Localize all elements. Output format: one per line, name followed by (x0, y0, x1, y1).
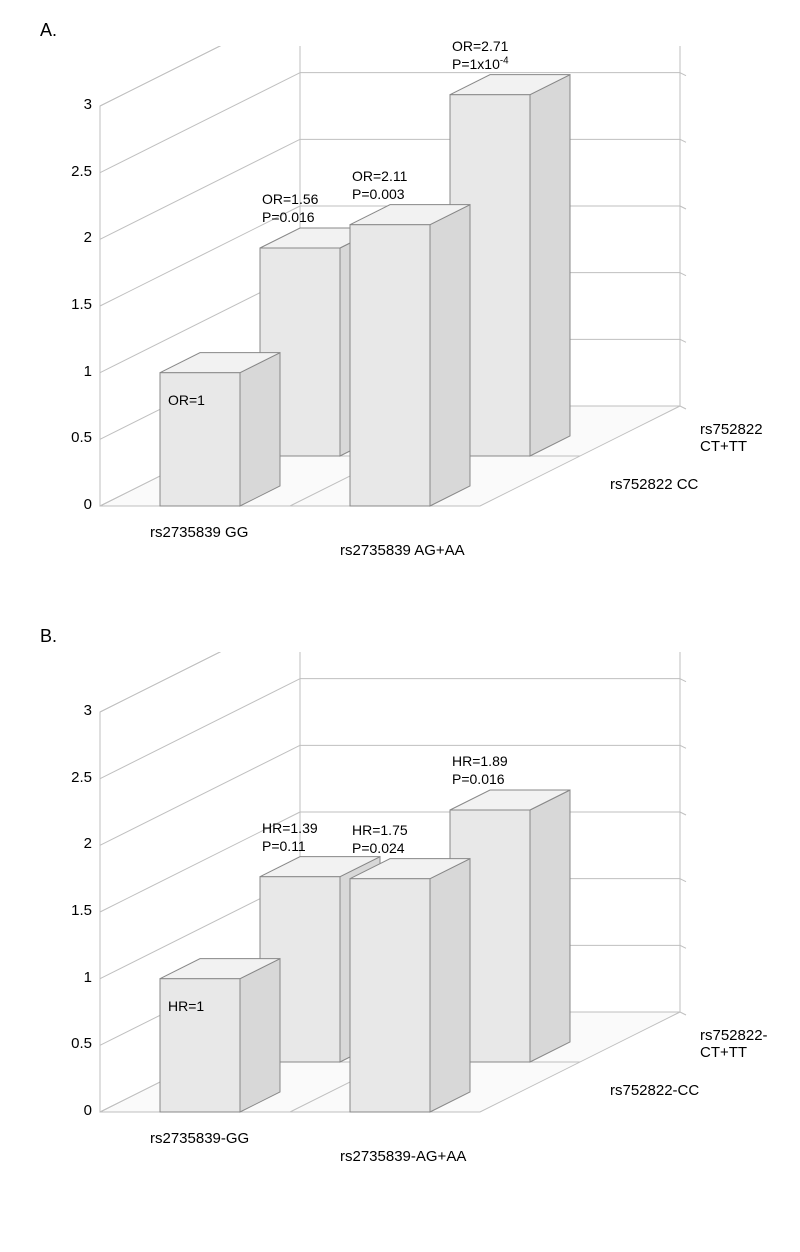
z-category-label: rs752822 CC (610, 476, 698, 493)
x-category-label: rs2735839 AG+AA (340, 542, 465, 559)
bar-3d (40, 652, 760, 1182)
panel-label: A. (40, 20, 780, 41)
x-category-label: rs2735839-AG+AA (340, 1148, 466, 1165)
bar-annotation: OR=2.11P=0.003 (352, 167, 407, 203)
bar-annotation: HR=1 (168, 997, 204, 1015)
z-category-label: rs752822 CT+TT (700, 421, 763, 455)
bar-annotation: HR=1.75P=0.024 (352, 821, 408, 857)
chart-3d: 00.511.522.53OR=1OR=1.56P=0.016OR=2.11P=… (40, 46, 760, 576)
bar-annotation: HR=1.89P=0.016 (452, 752, 508, 788)
bar-annotation: OR=2.71P=1x10-4 (452, 37, 509, 73)
z-category-label: rs752822-CC (610, 1082, 699, 1099)
bar-annotation: HR=1.39P=0.11 (262, 819, 318, 855)
chart-panel: B.00.511.522.53HR=1HR=1.39P=0.11HR=1.75P… (20, 626, 780, 1182)
panel-label: B. (40, 626, 780, 647)
x-category-label: rs2735839 GG (150, 524, 248, 541)
chart-panel: A.00.511.522.53OR=1OR=1.56P=0.016OR=2.11… (20, 20, 780, 576)
bar-annotation: OR=1 (168, 391, 205, 409)
bar-annotation: OR=1.56P=0.016 (262, 190, 318, 226)
x-category-label: rs2735839-GG (150, 1130, 249, 1147)
z-category-label: rs752822-CT+TT (700, 1027, 768, 1061)
chart-3d: 00.511.522.53HR=1HR=1.39P=0.11HR=1.75P=0… (40, 652, 760, 1182)
bar-3d (40, 46, 760, 576)
